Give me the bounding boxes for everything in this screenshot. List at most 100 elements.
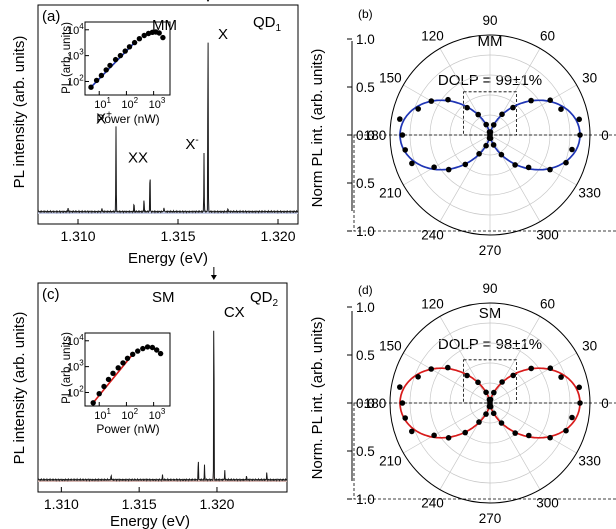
polar-data-point (464, 104, 470, 111)
inset-data-point (122, 48, 128, 54)
polar-angle-label: 210 (379, 186, 402, 201)
panel-a-inset-xlabel: Power (nW) (96, 112, 159, 126)
polar-r-tick-label: 0.0 (356, 396, 375, 411)
polar-data-point (462, 161, 469, 168)
panel-b-tag: (b) (358, 7, 373, 21)
polar-r-tick-label: 1.0 (356, 224, 375, 239)
inset-x-tick-label: 102 (121, 407, 138, 422)
panel-c-spectrum: (c) SM QD2 Energy (eV) PL intensity (arb… (11, 267, 288, 529)
panel-a-inset: PL (arb. units) Power (nW) 101 102 103 102 1… (61, 21, 171, 126)
polar-data-point (526, 432, 532, 439)
polar-data-point (510, 104, 516, 111)
polar-data-point (399, 400, 406, 406)
inset-data-point (144, 344, 151, 350)
polar-data-point (491, 389, 497, 396)
polar-data-point (498, 151, 505, 158)
polar-data-point (558, 106, 564, 112)
polar-data-point (569, 414, 575, 421)
polar-data-point (487, 135, 494, 142)
inset-data-point (93, 77, 100, 84)
polar-angle-label: 270 (479, 243, 502, 258)
polar-data-point (490, 410, 497, 417)
panel-c-inset: PL (arb. units) Power (nW) 101 102 103 102 1… (61, 332, 171, 436)
panel-a-frame (37, 4, 299, 225)
polar-data-point (397, 384, 403, 390)
polar-guide-box-outer (353, 134, 616, 232)
polar-angle-label: 60 (540, 296, 555, 311)
polar-angle-label: 240 (421, 496, 444, 511)
inset-data-point (126, 44, 133, 50)
inset-data-point (101, 383, 107, 390)
polar-data-point (510, 372, 516, 379)
polar-data-point (483, 411, 489, 417)
polar-data-point (558, 374, 564, 380)
panel-a-spectrum-fill (38, 42, 298, 214)
peak-label: X+ (96, 109, 112, 127)
polar-angle-label: 150 (379, 339, 402, 354)
polar-angle-label: 270 (479, 511, 502, 526)
panel-a-left-label: MM (152, 17, 177, 34)
polar-r-tick-label: 0.5 (356, 444, 375, 459)
peak-label: X (218, 26, 228, 43)
polar-r-tick-label: 1.0 (356, 32, 375, 47)
inset-data-point (130, 351, 136, 357)
x-tick-label: 1.315 (122, 496, 157, 512)
polar-r-tick-label: 0.5 (356, 80, 375, 95)
polar-data-point (402, 147, 409, 153)
inset-data-point (117, 52, 124, 59)
polar-r-tick-label: 0.5 (356, 176, 375, 191)
x-tick-label: 1.310 (44, 496, 79, 512)
panel-a-tag: (a) (42, 8, 60, 25)
x-tick-label: 1.310 (60, 228, 95, 244)
inset-data-point (154, 347, 160, 353)
polar-guide-box-outer (353, 402, 616, 500)
panel-a-spectrum: (a) MM QD1 Energy (eV) PL intensity (arb… (11, 0, 299, 267)
inset-x-tick-label: 101 (94, 407, 111, 422)
inset-data-point (115, 365, 121, 371)
polar-angle-label: 210 (379, 454, 402, 469)
inset-data-point (107, 62, 113, 69)
polar-r-tick-label: 1.0 (356, 492, 375, 507)
inset-y-tick-label: 102 (67, 73, 84, 88)
inset-data-point (136, 36, 143, 42)
polar-r-tick-label: 0.0 (356, 128, 375, 143)
polar-angle-label: 120 (421, 28, 444, 43)
inset-data-point (124, 355, 131, 361)
polar-angle-label: 90 (482, 281, 497, 296)
polar-data-point (486, 396, 493, 403)
inset-x-tick-label: 103 (149, 407, 166, 422)
peak-arrow-head (210, 275, 217, 280)
polar-data-point (563, 159, 569, 166)
polar-data-point (415, 106, 422, 112)
polar-data-point (512, 162, 518, 168)
polar-data-point (409, 428, 415, 435)
polar-data-point (464, 372, 470, 379)
panel-c-tag: (c) (42, 286, 60, 303)
panel-c-inset-ylabel: PL (arb. units) (61, 332, 73, 404)
panel-a-right-label: QD1 (253, 14, 282, 34)
inset-y-tick-label: 104 (67, 22, 84, 37)
panel-a-xlabel: Energy (eV) (128, 250, 208, 267)
polar-angle-label: 150 (379, 71, 402, 86)
panel-d-polar: (d) SM DOLP = 98±1% Norm. PL int. (arb. … (309, 281, 616, 526)
polar-data-point (428, 98, 435, 104)
inset-data-point (112, 56, 119, 63)
polar-data-point (576, 116, 582, 123)
peak-label: X- (185, 135, 198, 153)
inset-data-point (157, 350, 164, 357)
polar-angle-label: 90 (482, 13, 497, 28)
panel-c-inset-frame (84, 332, 171, 407)
inset-data-point (98, 72, 105, 79)
polar-angle-label: 300 (536, 228, 559, 243)
polar-data-point (409, 160, 415, 167)
polar-data-point (476, 419, 482, 425)
polar-angle-label: 60 (540, 28, 555, 43)
polar-data-point (415, 374, 421, 380)
polar-data-point (397, 116, 403, 122)
polar-data-point (483, 389, 489, 396)
polar-data-point (475, 111, 482, 118)
polar-data-point (431, 164, 437, 170)
inset-data-point (105, 376, 112, 383)
inset-data-point (96, 391, 102, 397)
